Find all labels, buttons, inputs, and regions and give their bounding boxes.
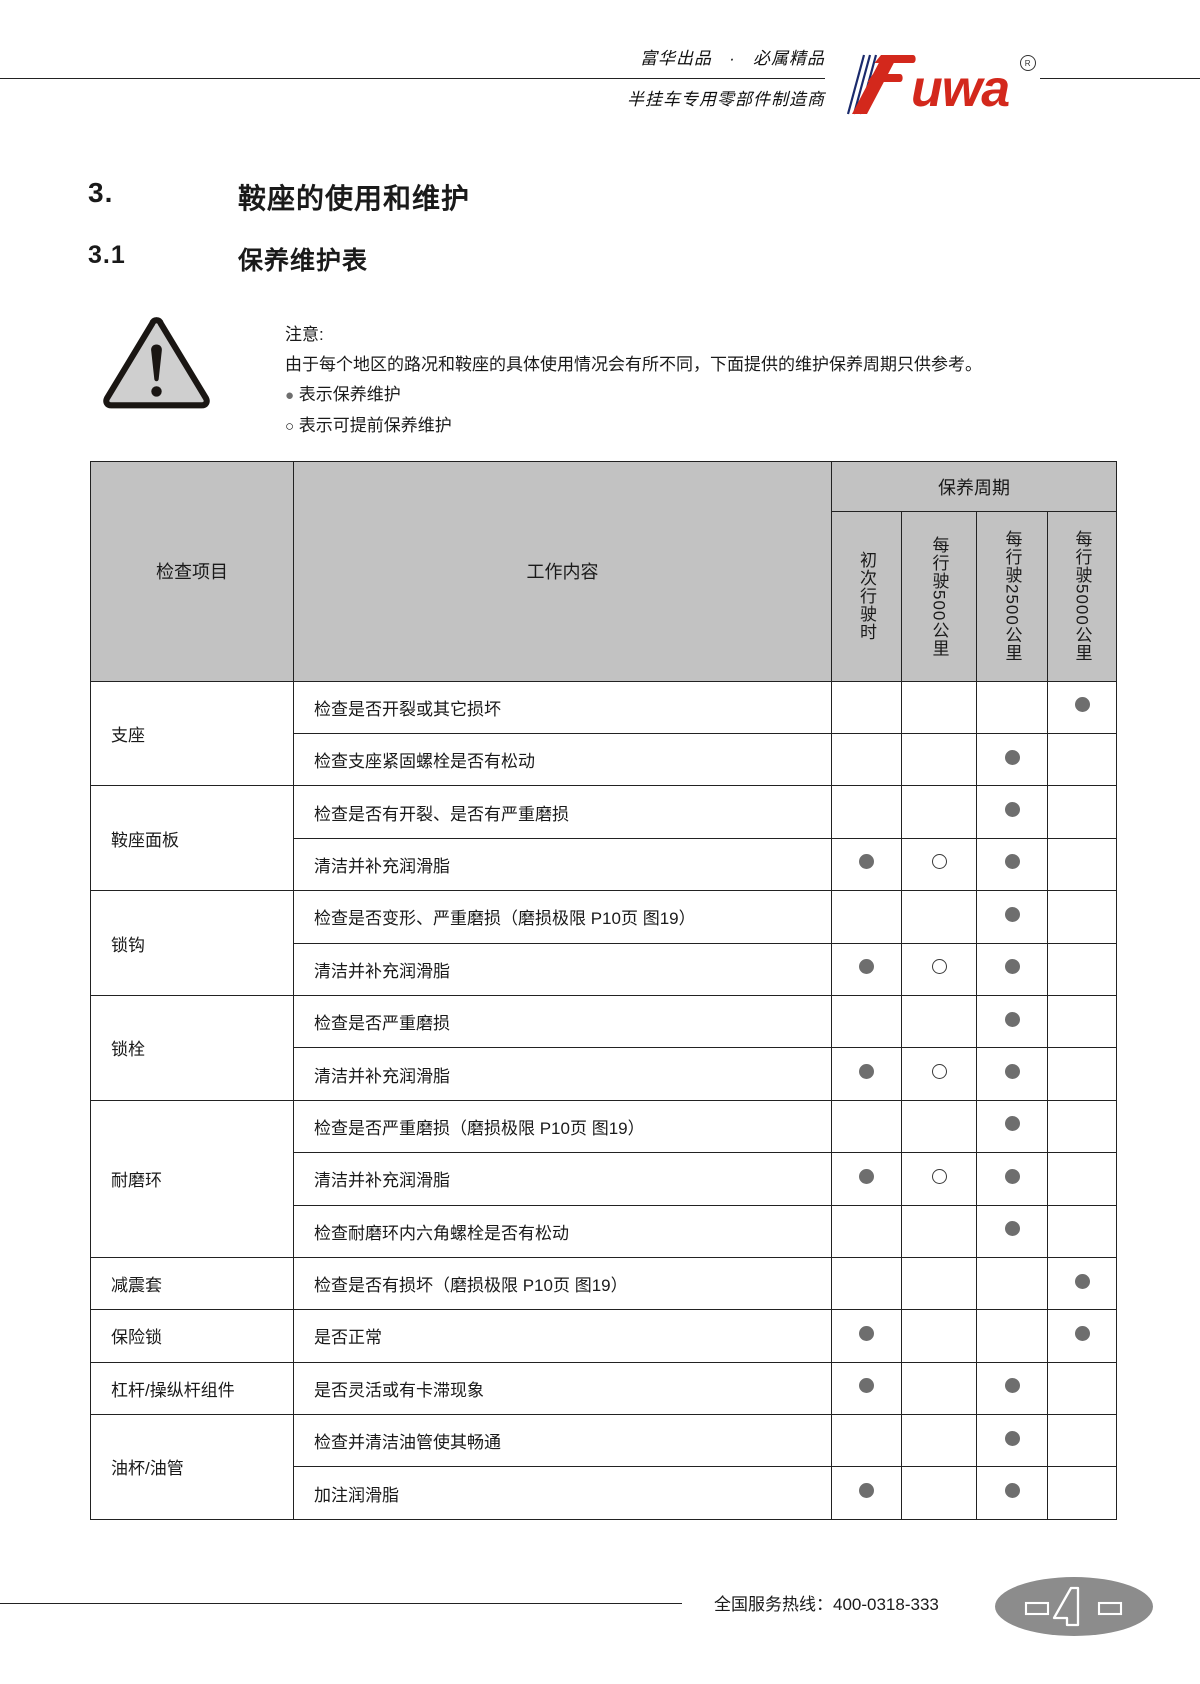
- svg-text:uwa: uwa: [911, 60, 1009, 118]
- svg-text:R: R: [1025, 59, 1031, 68]
